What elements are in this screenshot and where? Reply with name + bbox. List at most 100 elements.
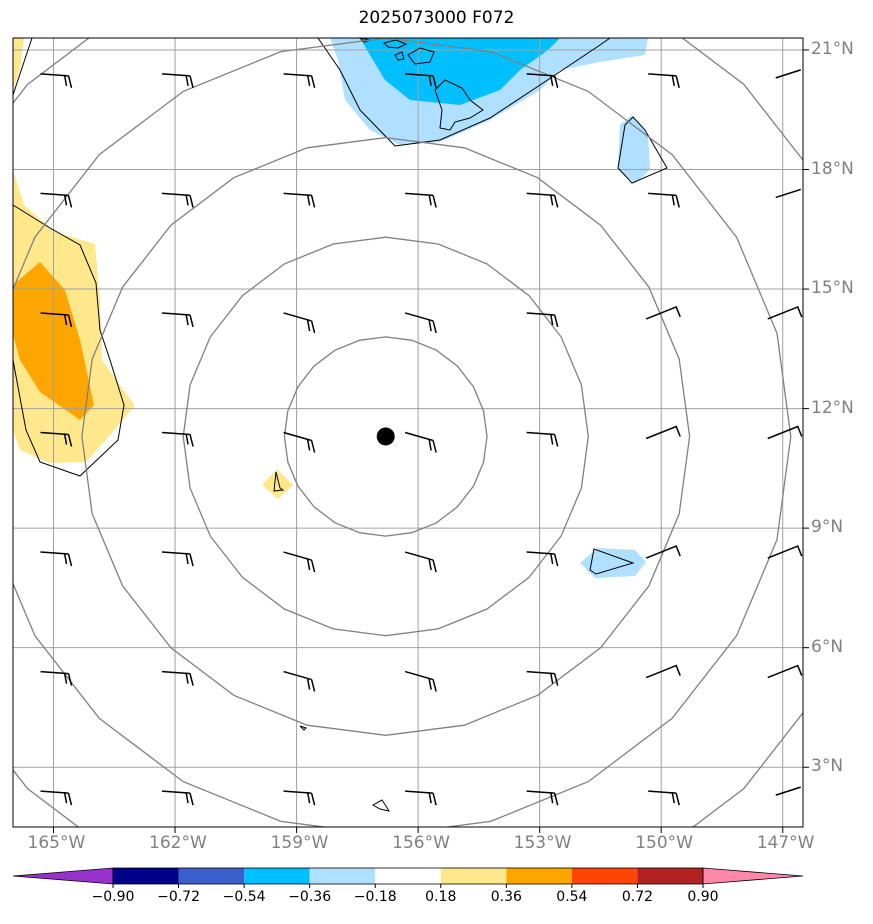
lat-tick-label: 15°N: [811, 278, 854, 299]
wind-barb-shaft: [40, 670, 69, 675]
wind-barb-flag: [185, 552, 189, 565]
wind-barb: [526, 73, 559, 89]
wind-barb: [767, 305, 803, 320]
colorbar-tick-label: 0.36: [490, 889, 522, 905]
wind-barb-flag: [63, 792, 68, 804]
wind-barb: [283, 73, 316, 89]
wind-barb-flag: [549, 552, 554, 565]
wind-barb-shaft: [526, 790, 555, 794]
wind-barb-flag: [549, 792, 554, 804]
coastline-top-left: [12, 37, 33, 96]
wind-barb-shaft: [40, 431, 69, 436]
wind-barb-flag: [310, 320, 316, 334]
wind-barb-flag: [553, 434, 559, 447]
colorbar-tick-label: −0.18: [353, 889, 397, 905]
wind-barb-flag: [553, 553, 559, 567]
wind-barb-flag: [310, 559, 316, 573]
wind-barb-flag: [67, 195, 73, 208]
wind-barb-flag: [671, 792, 675, 804]
wind-barb: [526, 192, 559, 208]
colorbar-tick-label: 0.72: [621, 889, 654, 905]
wind-barb-shaft: [405, 192, 434, 197]
wind-barb-flag: [306, 74, 311, 86]
wind-barb-flag: [67, 553, 73, 567]
wind-barb-flag: [185, 313, 189, 326]
wind-barb: [161, 431, 194, 447]
wind-barb: [40, 312, 73, 328]
lat-tick-label: 3°N: [811, 756, 844, 777]
wind-barb-flag: [310, 679, 316, 692]
wind-barb-shaft: [767, 425, 803, 440]
wind-barb-shaft: [526, 312, 555, 316]
wind-barb: [526, 790, 559, 806]
wind-barb: [645, 425, 681, 440]
island-maui: [407, 47, 435, 65]
wind-barb-flag: [553, 673, 559, 686]
wind-barb-flag: [432, 440, 437, 453]
wind-barb: [404, 670, 437, 692]
wind-barb-shaft: [404, 312, 434, 322]
wind-barb: [405, 73, 437, 89]
wind-barb-shaft: [645, 425, 681, 440]
wind-barb: [775, 786, 801, 796]
wind-barb-flag: [306, 319, 311, 332]
coastline-north-arc: [317, 37, 611, 147]
negative-anomaly-blue-hawaii: [360, 38, 560, 105]
wind-barb-flag: [675, 75, 680, 89]
wind-barb-flag: [310, 75, 316, 89]
wind-barb-flag: [432, 559, 437, 573]
wind-barb: [40, 192, 73, 208]
wind-barb-flag: [306, 678, 311, 690]
wind-barb-shaft: [775, 69, 801, 79]
wind-barb: [283, 790, 316, 806]
wind-barbs: [40, 69, 803, 806]
range-ring: [283, 336, 488, 537]
lat-tick-label: 12°N: [811, 397, 854, 418]
lon-tick-label: 159°W: [270, 833, 329, 853]
colorbar-extend-high: [702, 867, 804, 885]
wind-barb: [767, 664, 803, 679]
wind-barb: [40, 670, 73, 686]
wind-barb-shaft: [161, 670, 191, 675]
wind-barb-flag: [428, 319, 432, 332]
wind-barb-flag: [63, 194, 68, 206]
range-ring: [81, 136, 691, 736]
colorbar-segment: [178, 868, 245, 884]
island-atoll-2: [371, 799, 391, 812]
wind-barb-flag: [189, 553, 194, 567]
wind-barb-shaft: [767, 664, 803, 679]
colorbar-segment: [506, 868, 572, 884]
island-south: [589, 548, 635, 575]
wind-barb-flag: [310, 792, 316, 806]
wind-barb-shaft: [645, 305, 681, 320]
lon-tick-label: 150°W: [635, 833, 693, 853]
wind-barb-flag: [185, 74, 189, 86]
wind-barb-flag: [67, 434, 73, 447]
wind-barb-flag: [185, 672, 189, 684]
wind-barb-shaft: [526, 551, 555, 555]
wind-barb-flag: [549, 313, 554, 326]
wind-barb-flag: [428, 558, 432, 571]
colorbar-segment: [440, 868, 507, 884]
wind-barb-shaft: [405, 790, 434, 794]
wind-barb-flag: [549, 194, 554, 206]
island-molokai: [394, 51, 405, 61]
wind-barb-shaft: [526, 431, 555, 436]
lat-tick-label: 18°N: [811, 158, 854, 179]
wind-barb-flag: [432, 679, 437, 692]
wind-barb-shaft: [161, 73, 191, 77]
lon-tick-label: 147°W: [756, 833, 815, 853]
wind-barb-flag: [306, 194, 311, 206]
wind-barb: [526, 312, 559, 328]
lat-tick-label: 6°N: [811, 636, 844, 657]
wind-barb-shaft: [161, 312, 191, 316]
wind-barb-shaft: [283, 670, 312, 681]
wind-barb-shaft: [40, 790, 69, 794]
wind-barb: [645, 545, 681, 559]
wind-barb-flag: [306, 792, 311, 804]
wind-barb-flag: [67, 792, 73, 806]
wind-barb-flag: [549, 433, 554, 445]
wind-barb: [283, 192, 316, 208]
wind-barb-flag: [553, 314, 559, 328]
wind-barb-shaft: [526, 73, 555, 77]
